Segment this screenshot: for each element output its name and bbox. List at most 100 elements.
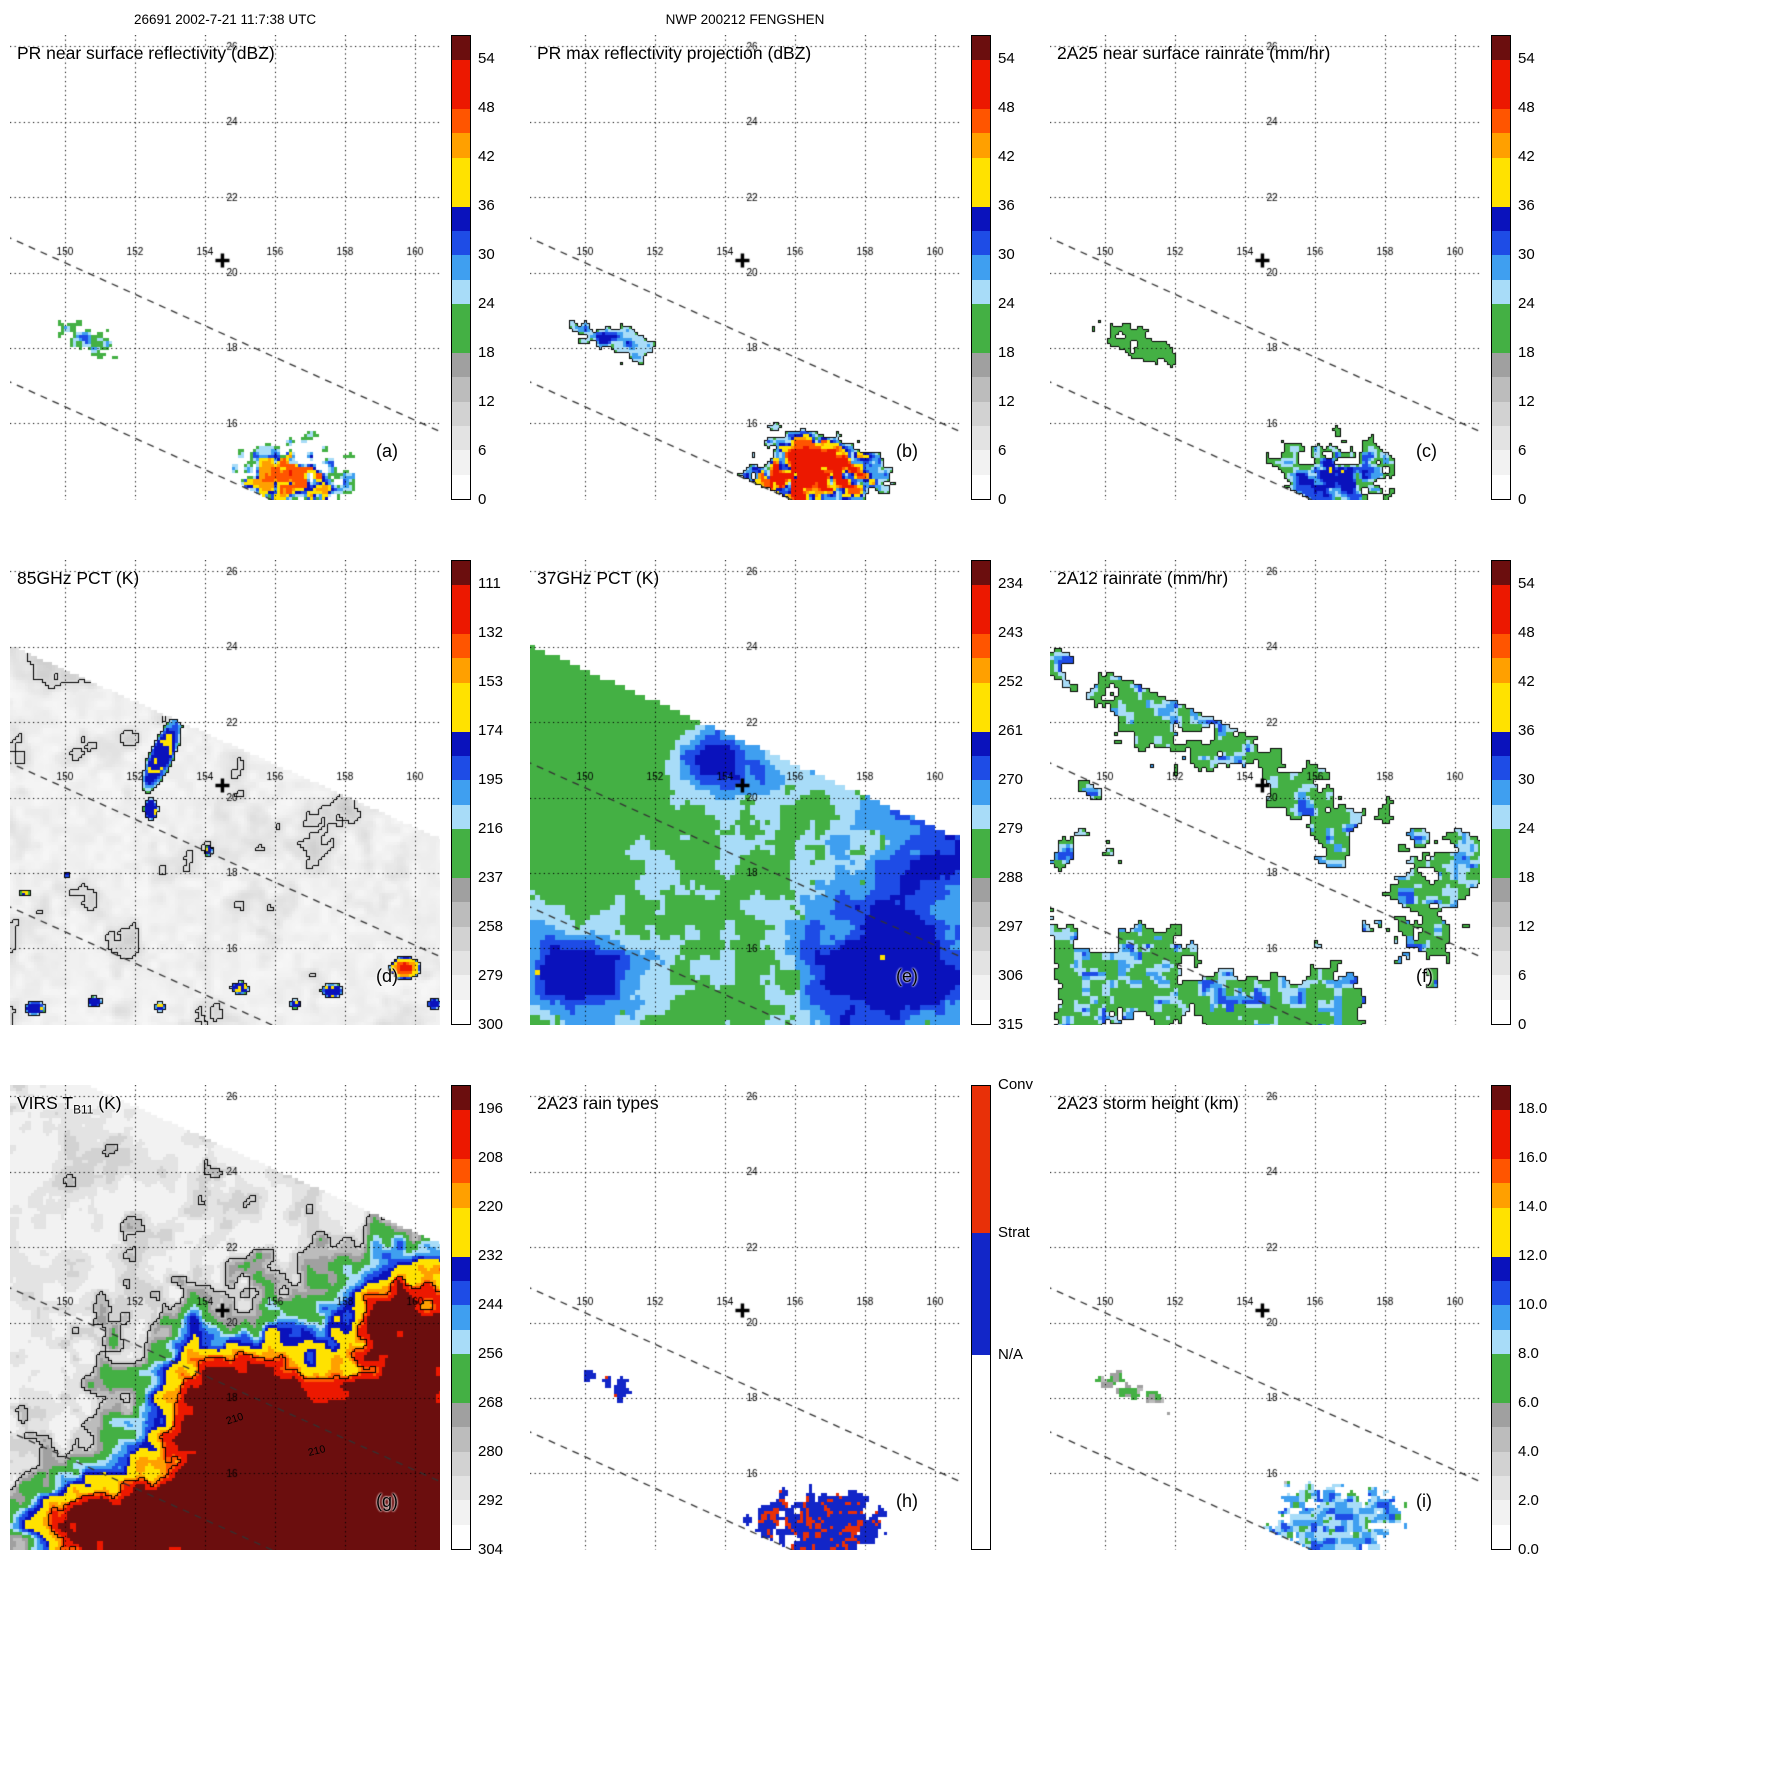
- colorbar-band: [452, 1524, 470, 1549]
- colorbar-label: 54: [998, 50, 1015, 68]
- colorbar-label: 292: [478, 1492, 504, 1510]
- colorbar-band: [1492, 1280, 1510, 1306]
- colorbar-band: [452, 1256, 470, 1281]
- map-area: 2A23 rain types (h): [530, 1085, 960, 1550]
- map-area: 2A12 rainrate (mm/hr) (f): [1050, 560, 1480, 1025]
- colorbar-band: [972, 206, 990, 231]
- colorbar-label: 288: [998, 869, 1024, 887]
- colorbar-label: 8.0: [1518, 1345, 1539, 1363]
- colorbar-band: [1492, 804, 1510, 830]
- colorbar-label: 24: [478, 295, 495, 313]
- colorbar-label: 30: [998, 246, 1015, 264]
- colorbar-bands: [451, 1085, 471, 1550]
- colorbar-label: 300: [478, 1016, 504, 1033]
- colorbar-band: [1492, 1256, 1510, 1281]
- colorbar-band: [452, 829, 470, 878]
- colorbar-band: [972, 780, 990, 805]
- colorbar-label: 6: [1518, 442, 1527, 460]
- colorbar-bands: [1491, 560, 1511, 1025]
- colorbar-label: 42: [1518, 673, 1535, 691]
- colorbar-band: [452, 133, 470, 158]
- panel-title-g: VIRS TB11 (K): [17, 1093, 122, 1117]
- colorbar-label: 18: [1518, 869, 1535, 887]
- colorbar-label: 6.0: [1518, 1394, 1539, 1412]
- panel-title-a: PR near surface reflectivity (dBZ): [17, 43, 275, 63]
- colorbar-label: 306: [998, 967, 1024, 985]
- panel-letter-f: (f): [1416, 966, 1433, 986]
- colorbar-label: 0: [998, 491, 1007, 508]
- colorbar-label: N/A: [998, 1345, 1024, 1363]
- colorbar-label: Strat: [998, 1223, 1030, 1241]
- colorbar-label: 237: [478, 869, 504, 887]
- colorbar-band: [1492, 1110, 1510, 1160]
- colorbar-band: [452, 755, 470, 781]
- colorbar-bands: [1491, 35, 1511, 500]
- colorbar-band: [452, 255, 470, 280]
- colorbar-band: [452, 425, 470, 451]
- colorbar-band: [972, 450, 990, 475]
- colorbar-label: 6: [478, 442, 487, 460]
- colorbar-band: [1492, 1086, 1510, 1111]
- colorbar-band: [1492, 401, 1510, 426]
- colorbar-band: [972, 634, 990, 659]
- colorbar-label: 48: [1518, 99, 1535, 117]
- colorbar-band: [452, 1329, 470, 1355]
- colorbar-label: 304: [478, 1541, 504, 1558]
- map-canvas: [530, 35, 960, 500]
- colorbar-band: [452, 1280, 470, 1306]
- colorbar-band: [1492, 255, 1510, 280]
- colorbar: 0 6 12 18 24 30 36 42 48 54: [1491, 560, 1570, 1033]
- colorbar-band: [452, 1183, 470, 1208]
- colorbar-label: 270: [998, 771, 1024, 789]
- colorbar-label: 6: [1518, 967, 1527, 985]
- colorbar-band: [452, 1110, 470, 1160]
- colorbar-band: [1492, 450, 1510, 475]
- colorbar-band: [972, 1233, 990, 1355]
- colorbar: 0 6 12 18 24 30 36 42 48 54: [1491, 35, 1570, 508]
- colorbar-band: [1492, 999, 1510, 1024]
- colorbar-band: [452, 877, 470, 903]
- colorbar-band: [972, 829, 990, 878]
- colorbar-band: [452, 230, 470, 256]
- colorbar-band: [1492, 1475, 1510, 1501]
- panel-title-b: PR max reflectivity projection (dBZ): [537, 43, 812, 63]
- map-area: 37GHz PCT (K) (e): [530, 560, 960, 1025]
- colorbar-band: [1492, 829, 1510, 878]
- colorbar-label: 0: [1518, 491, 1527, 508]
- colorbar-label: 153: [478, 673, 504, 691]
- colorbar-label: 48: [1518, 624, 1535, 642]
- colorbar-label: 0: [478, 491, 487, 508]
- colorbar-band: [452, 60, 470, 110]
- colorbar-band: [1492, 682, 1510, 732]
- colorbar-band: [1492, 279, 1510, 305]
- panel-letter-d: (d): [376, 966, 398, 986]
- colorbar-band: [972, 902, 990, 927]
- colorbar-band: [1492, 634, 1510, 659]
- colorbar-band: [452, 634, 470, 659]
- map-area: 2A23 storm height (km) (i): [1050, 1085, 1480, 1550]
- colorbar: 0 6 12 18 24 30 36 42 48 54: [451, 35, 530, 508]
- map-canvas: [1050, 560, 1480, 1025]
- colorbar-band: [1492, 1427, 1510, 1452]
- colorbar-band: [972, 352, 990, 378]
- colorbar-band: [1492, 585, 1510, 635]
- map-canvas: [1050, 1085, 1480, 1550]
- colorbar-band: [972, 731, 990, 756]
- colorbar-band: [452, 36, 470, 61]
- map-area: PR near surface reflectivity (dBZ) (a): [10, 35, 440, 500]
- colorbar-band: [1492, 1183, 1510, 1208]
- colorbar-band: [1492, 352, 1510, 378]
- colorbar-label: 18.0: [1518, 1100, 1548, 1118]
- panel-letter-i: (i): [1416, 1491, 1432, 1511]
- colorbar-label: 30: [1518, 771, 1535, 789]
- colorbar-band: [1492, 1159, 1510, 1184]
- colorbar-band: [452, 658, 470, 683]
- colorbar-label: 4.0: [1518, 1443, 1539, 1461]
- colorbar-label: 24: [998, 295, 1015, 313]
- colorbar-label: 18: [998, 344, 1015, 362]
- colorbar-band: [972, 255, 990, 280]
- colorbar-band: [452, 1427, 470, 1452]
- colorbar-label: 279: [478, 967, 504, 985]
- panel-letter-b: (b): [896, 441, 918, 461]
- colorbar-band: [452, 1086, 470, 1111]
